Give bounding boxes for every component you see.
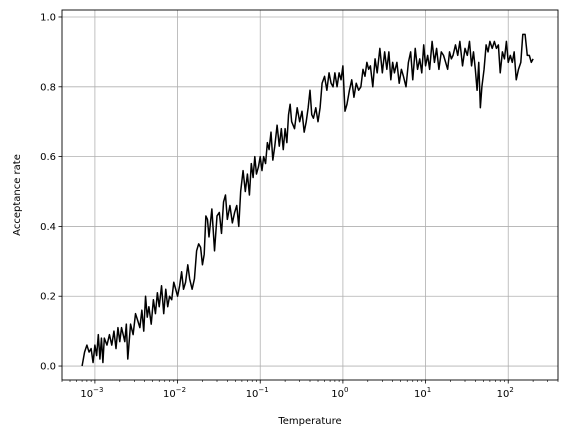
x-tick-label-exponent: 2 [509, 386, 513, 394]
y-tick-label: 0.8 [40, 82, 56, 93]
x-tick-label-exponent: 0 [344, 386, 348, 394]
x-axis-ticks: 10−3 10−2 10−1 100 101 102 [80, 380, 514, 400]
x-tick-label: 100 [331, 386, 348, 400]
series-layer [81, 33, 534, 367]
y-axis-label: Acceptance rate [12, 154, 23, 236]
x-tick-label-exponent: −3 [93, 386, 103, 394]
y-tick-label: 0.2 [40, 292, 56, 303]
y-tick-label: 0.4 [40, 222, 56, 233]
x-tick-label-exponent: −2 [176, 386, 186, 394]
x-tick-label: 10−3 [80, 386, 103, 400]
x-tick-label-base: 10 [246, 389, 259, 400]
x-tick-label: 10−2 [163, 386, 186, 400]
y-axis-ticks: 0.0 0.2 0.4 0.6 0.8 1.0 [40, 12, 62, 373]
acceptance-rate-line [81, 33, 534, 367]
x-tick-label-exponent: −1 [258, 386, 268, 394]
x-tick-label: 102 [497, 386, 514, 400]
y-tick-label: 1.0 [40, 12, 56, 23]
y-tick-label: 0.6 [40, 152, 56, 163]
x-minor-ticks [61, 380, 559, 382]
grid-lines [62, 10, 558, 380]
x-tick-label-base: 10 [497, 389, 510, 400]
x-axis-label: Temperature [277, 416, 341, 427]
y-tick-label: 0.0 [40, 362, 56, 373]
x-tick-label-exponent: 1 [427, 386, 431, 394]
x-tick-label: 10−1 [246, 386, 269, 400]
x-tick-label-base: 10 [80, 389, 93, 400]
x-tick-label-base: 10 [331, 389, 344, 400]
x-tick-label: 101 [414, 386, 431, 400]
x-tick-label-base: 10 [414, 389, 427, 400]
x-tick-label-base: 10 [163, 389, 176, 400]
